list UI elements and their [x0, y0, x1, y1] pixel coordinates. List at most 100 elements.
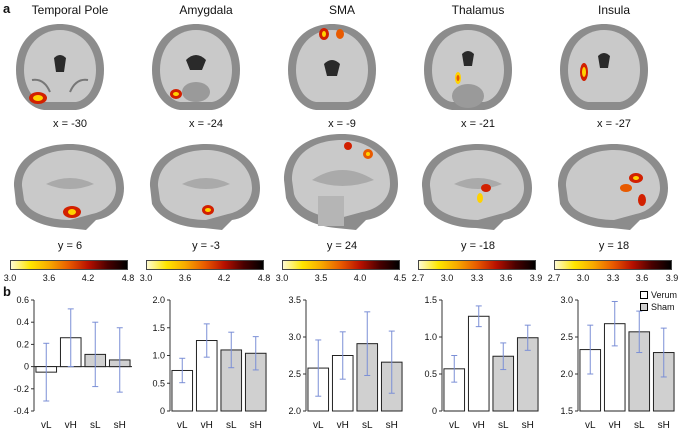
x-tick-label: vL — [177, 420, 188, 431]
y-tick-label: 1.0 — [424, 332, 437, 342]
sagittal-slice-temporal-pole — [14, 144, 124, 230]
coronal-slice-sma — [288, 24, 376, 110]
y-tick-label: 1.0 — [152, 351, 165, 361]
colorbar-tick: 3.0 — [139, 273, 153, 283]
y-tick-label: 2.0 — [152, 295, 165, 305]
colorbar-amygdala — [146, 260, 264, 270]
colorbar-tick: 3.0 — [576, 273, 590, 283]
colorbar-tick: 3.9 — [529, 273, 543, 283]
x-tick-label: vL — [585, 420, 596, 431]
x-tick-label: vH — [201, 420, 213, 431]
x-tick-label: sL — [498, 420, 509, 431]
x-tick-label: vH — [473, 420, 485, 431]
colorbar-tick: 2.7 — [411, 273, 425, 283]
legend-label-verum: Verum — [651, 290, 678, 300]
region-title-thalamus: Thalamus — [451, 3, 505, 17]
y-tick-label: 0 — [160, 406, 165, 416]
bar-vH — [467, 315, 490, 412]
coronal-label-insula: x = -27 — [597, 118, 631, 130]
y-tick-label: 1.5 — [424, 295, 437, 305]
colorbar-insula — [554, 260, 672, 270]
sagittal-label-amygdala: y = -3 — [192, 240, 220, 252]
legend-item-sham: Sham — [640, 301, 677, 313]
colorbar-tick: 3.6 — [42, 273, 56, 283]
coronal-label-amygdala: x = -24 — [189, 118, 223, 130]
x-tick-label: sH — [114, 420, 126, 431]
colorbar-tick: 3.9 — [665, 273, 679, 283]
colorbar-tick: 4.8 — [257, 273, 271, 283]
coronal-slice-temporal-pole — [16, 24, 104, 110]
coronal-label-thalamus: x = -21 — [461, 118, 495, 130]
colorbar-sma — [282, 260, 400, 270]
sagittal-label-insula: y = 18 — [598, 240, 630, 252]
y-tick-label: 0 — [24, 362, 29, 372]
x-tick-label: sL — [90, 420, 101, 431]
x-tick-label: sL — [362, 420, 373, 431]
y-tick-label: 2.5 — [288, 369, 301, 379]
sagittal-label-temporal-pole: y = 6 — [57, 240, 83, 252]
sagittal-slice-thalamus — [422, 144, 532, 230]
y-tick-label: -0.2 — [13, 384, 29, 394]
colorbar-tick: 4.5 — [393, 273, 407, 283]
coronal-slice-insula — [560, 24, 648, 110]
colorbar-tick: 4.2 — [217, 273, 231, 283]
region-title-sma: SMA — [328, 3, 355, 17]
x-tick-label: vL — [449, 420, 460, 431]
colorbar-tick: 3.0 — [440, 273, 454, 283]
colorbar-tick: 3.6 — [178, 273, 192, 283]
y-tick-label: 0 — [432, 406, 437, 416]
x-tick-label: vL — [41, 420, 52, 431]
y-tick-label: 3.0 — [288, 332, 301, 342]
x-tick-label: vH — [609, 420, 621, 431]
y-tick-label: 0.5 — [424, 369, 437, 379]
y-tick-label: 1.5 — [152, 323, 165, 333]
sagittal-slice-sma — [284, 134, 398, 230]
y-tick-label: 0.6 — [16, 295, 29, 305]
coronal-label-temporal-pole: x = -30 — [53, 118, 87, 130]
colorbar-tick: 3.0 — [275, 273, 289, 283]
coronal-slice-amygdala — [152, 24, 240, 110]
colorbar-tick: 3.6 — [635, 273, 649, 283]
legend-swatch-verum — [640, 291, 648, 299]
coronal-slice-thalamus — [424, 24, 512, 110]
sagittal-label-thalamus: y = -18 — [461, 240, 495, 252]
sagittal-slice-insula — [558, 144, 668, 230]
colorbar-tick: 4.2 — [81, 273, 95, 283]
colorbar-thalamus — [418, 260, 536, 270]
x-tick-label: vH — [337, 420, 349, 431]
panel-b-label: b — [3, 284, 11, 299]
coronal-label-sma: x = -9 — [328, 118, 356, 130]
region-title-temporal-pole: Temporal Pole — [31, 3, 109, 17]
y-tick-label: 0.2 — [16, 339, 29, 349]
y-tick-label: 0.4 — [16, 317, 29, 327]
colorbar-tick: 3.0 — [3, 273, 17, 283]
region-title-insula: Insula — [597, 3, 631, 17]
y-tick-label: -0.4 — [13, 406, 29, 416]
x-tick-label: sH — [522, 420, 534, 431]
colorbar-tick: 3.6 — [499, 273, 513, 283]
x-tick-label: sH — [658, 420, 670, 431]
y-tick-label: 3.5 — [288, 295, 301, 305]
legend-swatch-sham — [640, 303, 648, 311]
chart-legend: Verum Sham — [640, 289, 677, 313]
x-tick-label: vL — [313, 420, 324, 431]
x-tick-label: sL — [226, 420, 237, 431]
sagittal-label-sma: y = 24 — [326, 240, 358, 252]
colorbar-tick: 4.0 — [353, 273, 367, 283]
colorbar-temporal-pole — [10, 260, 128, 270]
colorbar-tick: 4.8 — [121, 273, 135, 283]
colorbar-tick: 3.5 — [314, 273, 328, 283]
sagittal-slice-amygdala — [150, 144, 260, 230]
y-tick-label: 1.5 — [560, 406, 573, 416]
region-title-amygdala: Amygdala — [179, 3, 233, 17]
colorbar-tick: 3.3 — [470, 273, 484, 283]
y-tick-label: 2.5 — [560, 332, 573, 342]
colorbar-tick: 2.7 — [547, 273, 561, 283]
y-tick-label: 2.0 — [560, 369, 573, 379]
y-tick-label: 2.0 — [288, 406, 301, 416]
x-tick-label: sH — [250, 420, 262, 431]
legend-item-verum: Verum — [640, 289, 677, 301]
x-tick-label: sL — [634, 420, 645, 431]
y-tick-label: 3.0 — [560, 295, 573, 305]
